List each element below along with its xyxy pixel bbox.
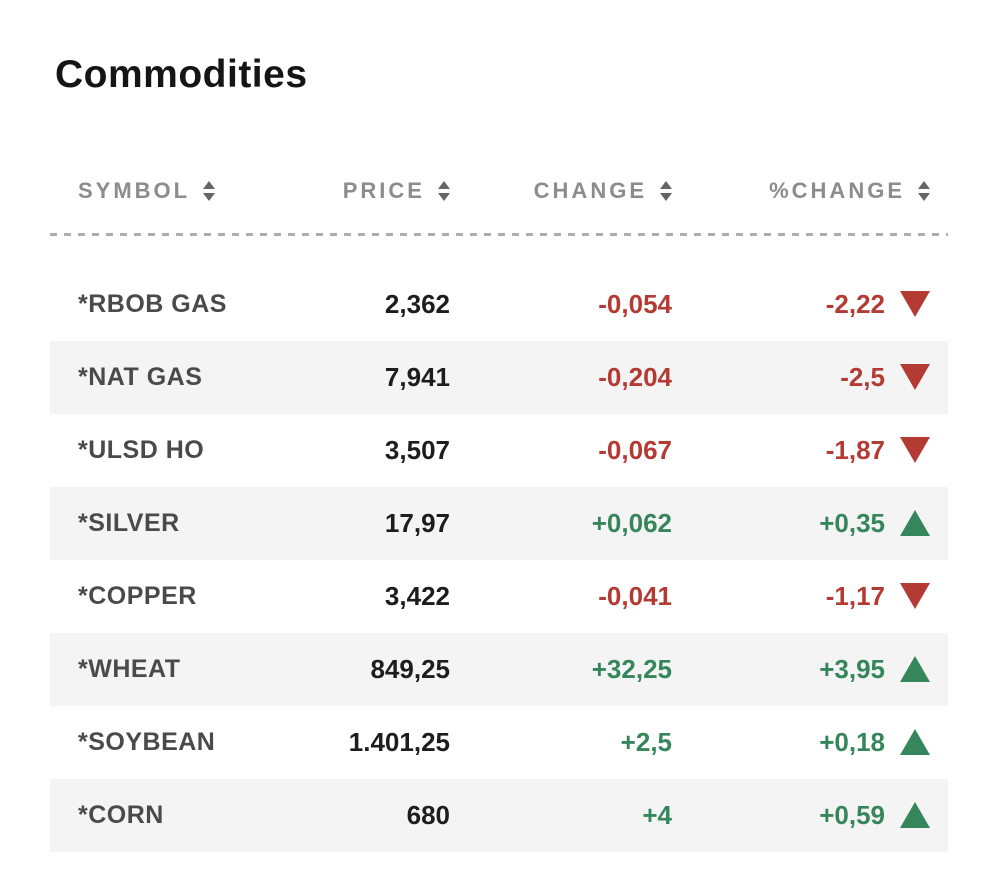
row-price: 680 bbox=[406, 799, 450, 830]
row-symbol: *ULSD HO bbox=[78, 435, 205, 464]
column-header-label: PRICE bbox=[342, 177, 425, 203]
row-symbol: *CORN bbox=[78, 800, 164, 829]
row-pct-change: +0,59 bbox=[672, 800, 948, 831]
table-row[interactable]: *NAT GAS 7,941 -0,204 -2,5 bbox=[50, 340, 948, 414]
triangle-down-icon bbox=[900, 291, 930, 318]
row-pct-change: -1,87 bbox=[672, 435, 948, 466]
table-body: *RBOB GAS 2,362 -0,054 -2,22 *NAT GAS 7,… bbox=[50, 268, 948, 852]
page-title: Commodities bbox=[55, 53, 308, 96]
triangle-up-icon bbox=[900, 510, 930, 537]
row-symbol: *WHEAT bbox=[78, 654, 181, 683]
column-header-label: CHANGE bbox=[533, 177, 647, 203]
row-symbol: *SILVER bbox=[78, 508, 180, 537]
header-divider bbox=[50, 232, 948, 236]
row-pct-change: +0,18 bbox=[672, 727, 948, 758]
row-pct-value: +0,35 bbox=[819, 507, 885, 538]
row-change: -0,041 bbox=[598, 580, 672, 611]
triangle-down-icon bbox=[900, 583, 930, 610]
row-change: +32,25 bbox=[591, 653, 672, 684]
table-row[interactable]: *WHEAT 849,25 +32,25 +3,95 bbox=[50, 632, 948, 706]
row-symbol: *NAT GAS bbox=[78, 362, 203, 391]
row-change: -0,054 bbox=[598, 288, 672, 319]
table-row[interactable]: *CORN 680 +4 +0,59 bbox=[50, 778, 948, 852]
sort-arrows-icon[interactable] bbox=[660, 180, 672, 201]
table-row[interactable]: *ULSD HO 3,507 -0,067 -1,87 bbox=[50, 414, 948, 487]
row-pct-value: -1,17 bbox=[825, 580, 885, 611]
triangle-up-icon bbox=[900, 729, 930, 756]
sort-arrows-icon[interactable] bbox=[918, 180, 930, 201]
row-pct-value: -2,22 bbox=[825, 288, 885, 319]
row-symbol: *COPPER bbox=[78, 581, 197, 610]
commodities-table: SYMBOL PRICE CHANGE %CHANGE *RBOB GAS 2,… bbox=[50, 163, 948, 852]
table-row[interactable]: *RBOB GAS 2,362 -0,054 -2,22 bbox=[50, 268, 948, 341]
row-change: +4 bbox=[642, 799, 672, 830]
column-header-price[interactable]: PRICE bbox=[300, 178, 450, 204]
triangle-up-icon bbox=[900, 802, 930, 829]
sort-arrows-icon[interactable] bbox=[438, 180, 450, 201]
row-symbol: *SOYBEAN bbox=[78, 727, 216, 756]
row-change: -0,204 bbox=[598, 361, 672, 392]
row-pct-value: +0,18 bbox=[819, 726, 885, 757]
row-pct-change: -2,5 bbox=[672, 362, 948, 393]
column-header-change[interactable]: CHANGE bbox=[450, 178, 672, 204]
row-price: 3,507 bbox=[384, 434, 450, 465]
triangle-down-icon bbox=[900, 437, 930, 464]
row-price: 2,362 bbox=[384, 288, 450, 319]
table-header-row: SYMBOL PRICE CHANGE %CHANGE bbox=[50, 163, 948, 219]
row-pct-value: -1,87 bbox=[825, 434, 885, 465]
row-pct-change: -2,22 bbox=[672, 289, 948, 320]
table-row[interactable]: *COPPER 3,422 -0,041 -1,17 bbox=[50, 560, 948, 633]
row-pct-value: +0,59 bbox=[819, 799, 885, 830]
row-pct-change: +0,35 bbox=[672, 508, 948, 539]
row-pct-change: -1,17 bbox=[672, 581, 948, 612]
table-row[interactable]: *SILVER 17,97 +0,062 +0,35 bbox=[50, 486, 948, 560]
row-pct-value: +3,95 bbox=[819, 653, 885, 684]
row-change: -0,067 bbox=[598, 434, 672, 465]
row-price: 17,97 bbox=[384, 507, 450, 538]
column-header-pct-change[interactable]: %CHANGE bbox=[672, 178, 948, 204]
row-price: 7,941 bbox=[384, 361, 450, 392]
row-pct-value: -2,5 bbox=[840, 361, 885, 392]
row-change: +2,5 bbox=[620, 726, 672, 757]
column-header-label: %CHANGE bbox=[769, 177, 905, 203]
column-header-symbol[interactable]: SYMBOL bbox=[50, 178, 300, 204]
row-change: +0,062 bbox=[591, 507, 672, 538]
sort-arrows-icon[interactable] bbox=[203, 180, 216, 201]
row-price: 849,25 bbox=[370, 653, 450, 684]
table-row[interactable]: *SOYBEAN 1.401,25 +2,5 +0,18 bbox=[50, 706, 948, 779]
triangle-up-icon bbox=[900, 656, 930, 683]
row-pct-change: +3,95 bbox=[672, 654, 948, 685]
column-header-label: SYMBOL bbox=[78, 177, 191, 203]
row-symbol: *RBOB GAS bbox=[78, 289, 227, 318]
triangle-down-icon bbox=[900, 364, 930, 391]
row-price: 3,422 bbox=[384, 580, 450, 611]
row-price: 1.401,25 bbox=[348, 726, 450, 757]
